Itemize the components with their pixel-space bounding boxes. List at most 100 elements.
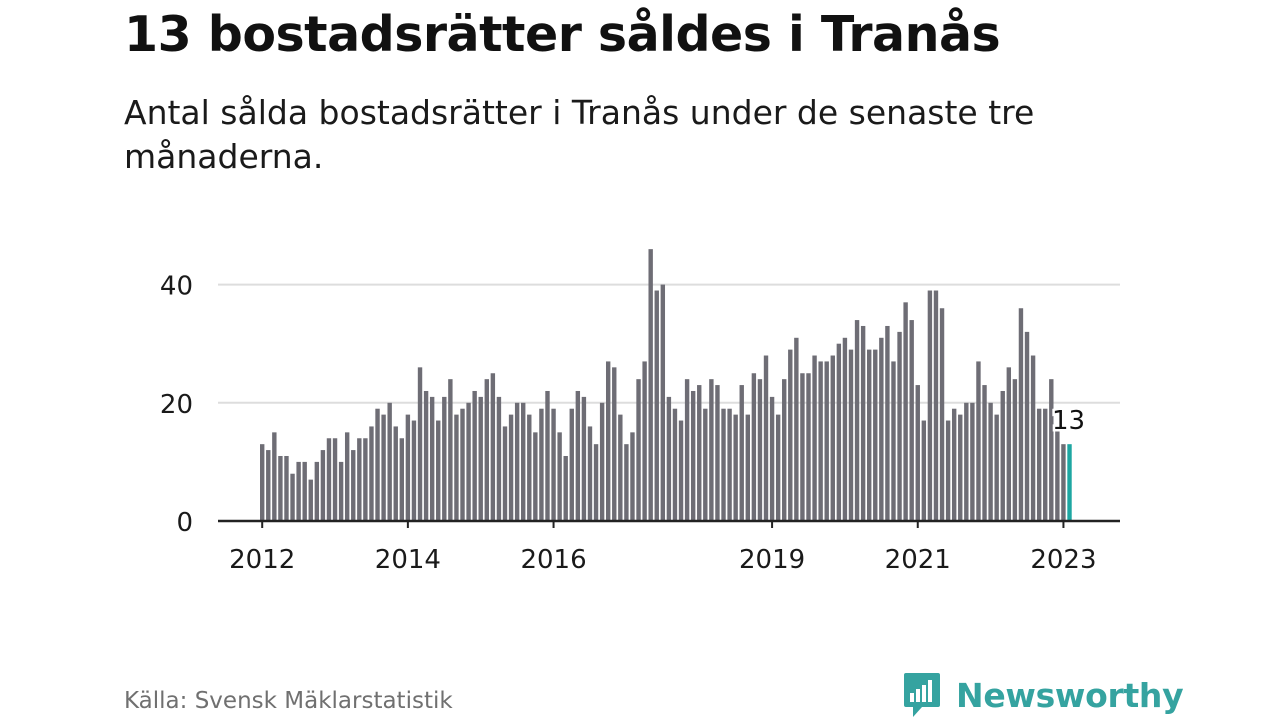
x-tick-label: 2019 [739,545,805,575]
source-note: Källa: Svensk Mäklarstatistik [124,688,453,714]
bar [423,390,429,521]
bar [260,444,265,521]
bar [466,402,471,521]
bar [581,396,587,521]
bar [733,414,738,521]
bar [836,343,842,521]
bar [860,325,866,521]
bar [357,438,362,521]
newsworthy-logo-icon [904,673,940,717]
bar [393,426,398,521]
bar [751,373,757,521]
bar [927,290,933,521]
bar [369,426,374,521]
bar [599,402,605,521]
brand-name: Newsworthy [956,675,1184,715]
bar [994,414,999,521]
bar-highlight [1067,444,1072,521]
bar [411,420,417,521]
bar [363,438,368,521]
bar [824,361,829,521]
bar [320,450,326,521]
bar [1024,331,1030,521]
bar [551,408,556,521]
bar [958,414,963,521]
bar [812,355,817,521]
bar [472,390,477,521]
bar [757,379,763,521]
bar [848,349,854,521]
bar [490,373,496,521]
bar [873,349,878,521]
bar [1000,390,1005,521]
data-label-last: 13 [1052,406,1085,436]
bar [381,414,386,521]
bar [1030,355,1036,521]
bar [654,290,659,521]
bar [703,408,708,521]
bar [879,337,884,521]
bar [769,396,775,521]
bar [1055,426,1060,521]
brand-logo[interactable]: Newsworthy [902,671,1184,719]
bar [527,414,532,521]
x-tick-label: 2021 [885,545,951,575]
bar [842,337,848,521]
bar [903,302,908,521]
chart-title: 13 bostadsrätter såldes i Tranås [124,6,1001,63]
bar [284,455,289,521]
bar [302,461,307,521]
bar [1061,444,1066,521]
bar [885,325,890,521]
bar [593,444,599,521]
bar [454,414,459,521]
bar [417,367,423,521]
y-tick-label: 20 [160,390,193,420]
bar [976,361,981,521]
bar [666,396,672,521]
bar [290,473,295,521]
bar [763,355,769,521]
bar [697,385,702,521]
bar [915,385,920,521]
x-tick-label: 2014 [375,545,441,575]
bar [745,414,750,521]
bar [775,414,781,521]
bar [545,390,550,521]
bar [964,402,969,521]
bar [344,432,350,521]
bar [897,331,902,521]
bar [800,373,805,521]
bar [539,408,544,521]
bar [933,290,939,521]
bar [909,320,914,521]
bar [970,402,975,521]
bar [308,479,313,521]
x-tick-label: 2016 [520,545,586,575]
y-tick-label: 40 [160,272,193,302]
bar [648,249,653,521]
bar [557,432,562,521]
bar [436,420,441,521]
bar [375,408,380,521]
bar [387,402,392,521]
bar [951,408,957,521]
bar [460,408,465,521]
bar [624,444,629,521]
bar [788,349,793,521]
bar [478,396,483,521]
bar [332,438,338,521]
bar [982,385,987,521]
bar [484,379,489,521]
bar [448,379,453,521]
bar [605,361,611,521]
bar [272,432,277,521]
bar [945,420,951,521]
bar [721,408,726,521]
bar [867,349,872,521]
bar [794,337,799,521]
bar [988,402,993,521]
bar [891,361,896,521]
bar [1018,308,1024,521]
bar [1012,379,1018,521]
